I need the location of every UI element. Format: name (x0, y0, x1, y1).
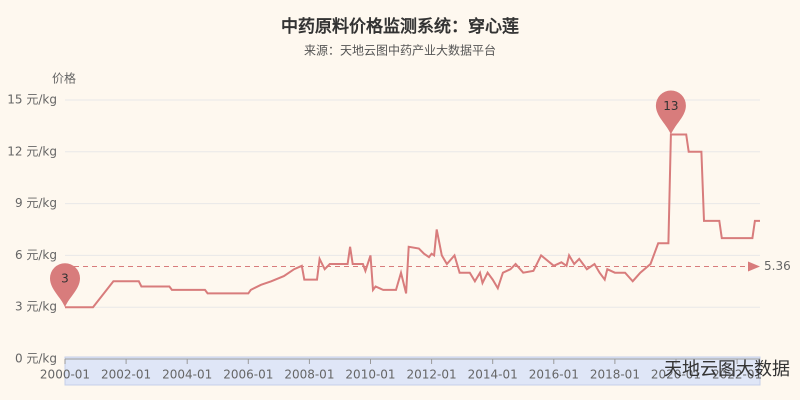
x-tick-label: 2016-01 (529, 368, 579, 382)
y-tick-label: 6 元/kg (15, 248, 57, 262)
average-arrow (748, 261, 760, 272)
y-tick-label: 12 元/kg (7, 144, 57, 158)
x-tick-label: 2006-01 (223, 368, 273, 382)
y-tick-label: 9 元/kg (15, 196, 57, 210)
mark-pin (655, 90, 686, 135)
chart-title: 中药原料价格监测系统：穿心莲 (281, 16, 519, 37)
y-tick-label: 15 元/kg (7, 93, 57, 107)
x-tick-label: 2020-01 (651, 368, 701, 382)
x-tick-label: 2004-01 (162, 368, 212, 382)
average-label: 5.36 (764, 259, 791, 273)
x-tick-label: 2000-01 (40, 368, 90, 382)
watermark: 天地云图大数据 (664, 359, 790, 380)
x-tick-label: 2002-01 (101, 368, 151, 382)
mark-pin (50, 263, 80, 308)
x-tick-label: 2010-01 (345, 368, 395, 382)
zoom-slider[interactable] (64, 356, 761, 386)
x-tick-label: 2018-01 (590, 368, 640, 382)
y-tick-label: 0 元/kg (15, 352, 57, 366)
x-tick-label: 2014-01 (468, 368, 518, 382)
x-tick-label: 2022-01 (712, 368, 762, 382)
y-axis-label: 价格 (52, 71, 76, 86)
price-line (65, 133, 760, 309)
chart-subtitle: 来源：天地云图中药产业大数据平台 (304, 43, 496, 58)
mark-label: 13 (663, 99, 678, 113)
mark-label: 3 (61, 272, 69, 286)
x-tick-label: 2008-01 (284, 368, 334, 382)
y-tick-label: 3 元/kg (15, 300, 57, 314)
x-tick-label: 2012-01 (407, 368, 457, 382)
